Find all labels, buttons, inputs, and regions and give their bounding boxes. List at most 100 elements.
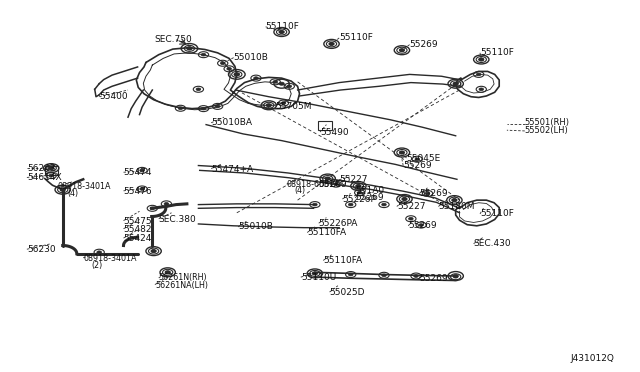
Text: 55226PA: 55226PA xyxy=(319,219,358,228)
Circle shape xyxy=(381,203,387,206)
Circle shape xyxy=(201,53,206,56)
Circle shape xyxy=(402,198,407,201)
Circle shape xyxy=(140,187,145,190)
Text: 55025D: 55025D xyxy=(330,288,365,296)
Circle shape xyxy=(419,224,424,227)
Text: 55424: 55424 xyxy=(124,234,152,243)
Circle shape xyxy=(357,191,362,194)
Text: 55227: 55227 xyxy=(339,175,368,184)
Text: 55110FA: 55110FA xyxy=(307,228,346,237)
Text: SEC.750: SEC.750 xyxy=(154,35,191,44)
Circle shape xyxy=(178,107,183,110)
Circle shape xyxy=(165,271,170,274)
Text: 55501(RH): 55501(RH) xyxy=(525,118,570,127)
Circle shape xyxy=(453,275,458,278)
Circle shape xyxy=(312,272,317,275)
Circle shape xyxy=(164,202,169,205)
Circle shape xyxy=(186,46,193,50)
Circle shape xyxy=(399,49,404,52)
Circle shape xyxy=(348,273,353,276)
Circle shape xyxy=(325,177,330,180)
Text: 56230: 56230 xyxy=(27,245,56,254)
Circle shape xyxy=(399,151,404,154)
Text: 56261NA(LH): 56261NA(LH) xyxy=(155,281,208,290)
Circle shape xyxy=(479,58,484,61)
Text: 55269: 55269 xyxy=(410,40,438,49)
Text: 55110F: 55110F xyxy=(480,209,514,218)
Text: 55227: 55227 xyxy=(397,202,426,211)
Text: (4): (4) xyxy=(294,186,305,195)
Circle shape xyxy=(452,199,457,202)
Text: 55474: 55474 xyxy=(124,169,152,177)
Text: 55269: 55269 xyxy=(419,189,448,198)
Bar xyxy=(45,166,58,175)
Circle shape xyxy=(279,31,284,33)
Circle shape xyxy=(399,151,404,154)
Circle shape xyxy=(150,207,155,210)
Circle shape xyxy=(273,80,278,83)
Circle shape xyxy=(479,58,484,61)
Text: 551A0: 551A0 xyxy=(355,186,385,195)
Circle shape xyxy=(348,203,353,206)
Circle shape xyxy=(476,73,481,76)
Circle shape xyxy=(452,199,457,202)
Text: 56261N(RH): 56261N(RH) xyxy=(159,273,207,282)
Circle shape xyxy=(151,250,156,253)
Circle shape xyxy=(408,217,413,220)
Circle shape xyxy=(266,104,271,107)
Text: 55476: 55476 xyxy=(124,187,152,196)
Text: 55010B: 55010B xyxy=(238,222,273,231)
Text: 55110F: 55110F xyxy=(339,33,373,42)
Circle shape xyxy=(279,31,284,33)
Text: 55269: 55269 xyxy=(403,161,432,170)
Text: 55110F: 55110F xyxy=(266,22,300,31)
Text: (2): (2) xyxy=(92,261,103,270)
Text: 08918-3401A: 08918-3401A xyxy=(83,254,137,263)
Text: 54614X: 54614X xyxy=(27,173,61,182)
Text: 08918-3401A: 08918-3401A xyxy=(58,182,111,191)
Circle shape xyxy=(281,102,286,105)
Text: 55110FA: 55110FA xyxy=(323,256,362,265)
Text: 55010B: 55010B xyxy=(234,53,268,62)
Text: 55475: 55475 xyxy=(124,217,152,226)
Circle shape xyxy=(165,271,170,274)
Text: 55110F: 55110F xyxy=(480,48,514,57)
Text: 55269: 55269 xyxy=(419,274,448,283)
Text: 56243: 56243 xyxy=(27,164,56,173)
Circle shape xyxy=(453,82,458,85)
Circle shape xyxy=(329,42,334,45)
Text: (4): (4) xyxy=(67,189,78,198)
Text: SEC.380: SEC.380 xyxy=(159,215,196,224)
Text: 55180M: 55180M xyxy=(438,202,475,211)
Text: 55502(LH): 55502(LH) xyxy=(525,126,568,135)
Circle shape xyxy=(413,275,419,278)
Circle shape xyxy=(140,169,145,172)
Circle shape xyxy=(333,183,339,186)
Circle shape xyxy=(234,73,239,76)
Circle shape xyxy=(227,67,232,70)
Circle shape xyxy=(187,47,192,50)
Circle shape xyxy=(453,275,458,278)
Circle shape xyxy=(201,107,206,110)
Circle shape xyxy=(312,272,317,275)
Circle shape xyxy=(97,251,102,254)
Circle shape xyxy=(325,177,330,180)
Text: 55269: 55269 xyxy=(355,193,384,202)
Circle shape xyxy=(402,198,407,201)
Circle shape xyxy=(253,77,259,80)
Text: 55474+A: 55474+A xyxy=(211,165,253,174)
Text: 08918-6081A: 08918-6081A xyxy=(287,180,340,189)
Circle shape xyxy=(287,85,292,88)
Circle shape xyxy=(60,188,65,191)
Bar xyxy=(318,121,332,130)
Text: 55110U: 55110U xyxy=(301,273,336,282)
Circle shape xyxy=(196,88,201,91)
Circle shape xyxy=(60,188,65,191)
Circle shape xyxy=(151,250,156,253)
Text: 55400: 55400 xyxy=(99,92,128,101)
Circle shape xyxy=(415,158,420,161)
Circle shape xyxy=(279,82,284,85)
Text: J431012Q: J431012Q xyxy=(570,355,614,363)
Circle shape xyxy=(453,82,458,85)
Circle shape xyxy=(329,42,334,45)
